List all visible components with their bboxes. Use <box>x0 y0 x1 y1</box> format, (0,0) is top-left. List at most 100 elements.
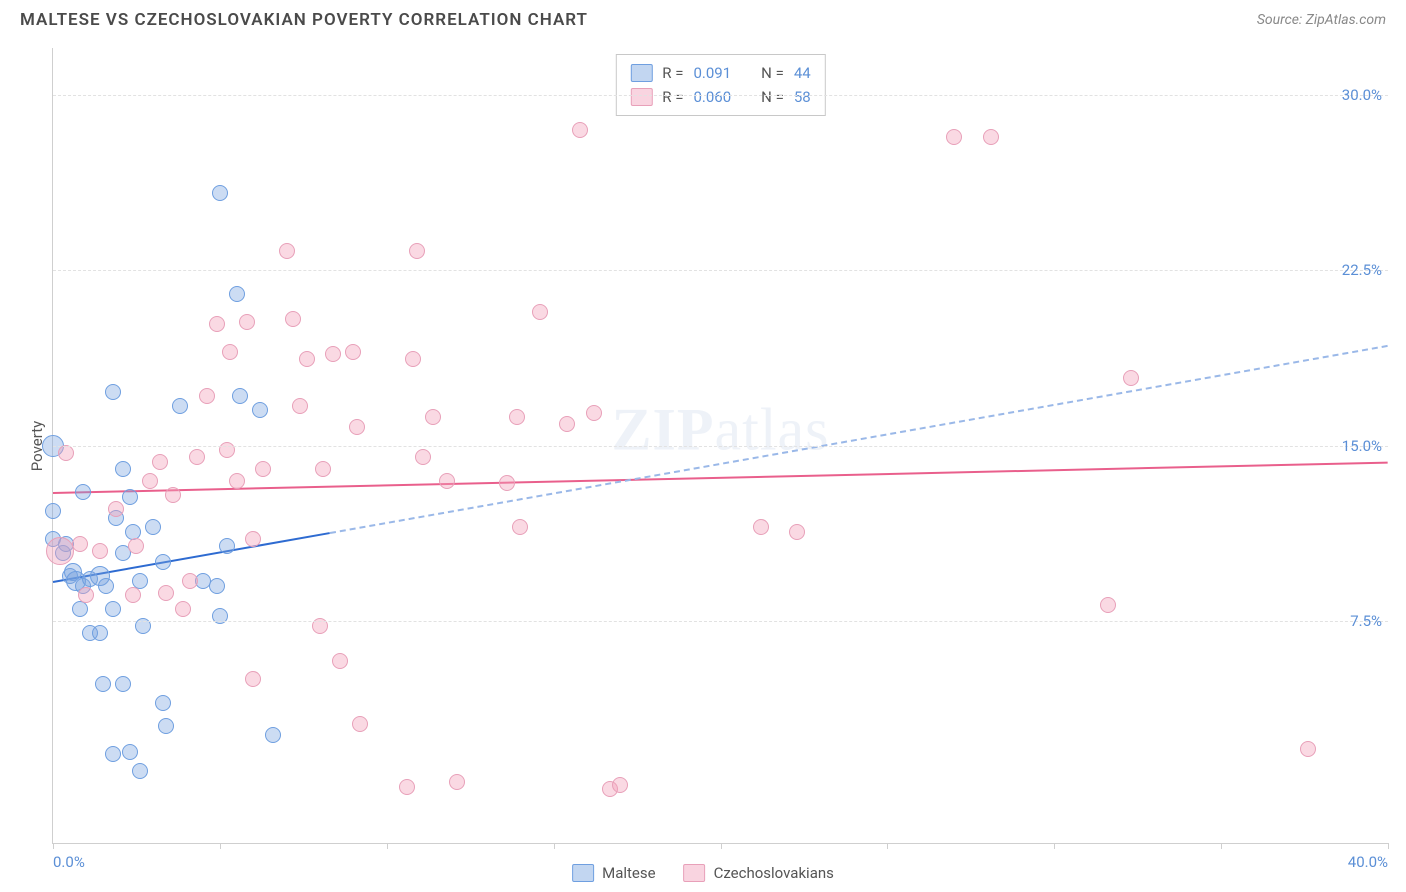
x-tick <box>1054 843 1055 849</box>
data-point <box>229 286 245 302</box>
data-point <box>789 524 805 540</box>
data-point <box>182 573 198 589</box>
correlation-legend: R = 0.091N = 44R = 0.060N = 58 <box>615 54 825 116</box>
data-point <box>189 449 205 465</box>
data-point <box>78 587 94 603</box>
data-point <box>209 578 225 594</box>
gridline <box>53 95 1388 96</box>
data-point <box>132 763 148 779</box>
legend-row: R = 0.091N = 44 <box>630 61 810 85</box>
data-point <box>572 122 588 138</box>
source-label: Source: ZipAtlas.com <box>1257 12 1386 28</box>
data-point <box>612 777 628 793</box>
legend-swatch <box>684 864 706 882</box>
data-point <box>1300 741 1316 757</box>
data-point <box>58 445 74 461</box>
x-tick <box>554 843 555 849</box>
scatter-chart: ZIPatlas R = 0.091N = 44R = 0.060N = 58 … <box>52 48 1388 844</box>
data-point <box>222 344 238 360</box>
legend-r-label: R = <box>662 61 683 85</box>
data-point <box>245 531 261 547</box>
data-point <box>415 449 431 465</box>
legend-r-label: R = <box>662 85 683 109</box>
data-point <box>285 311 301 327</box>
data-point <box>125 587 141 603</box>
chart-title: MALTESE VS CZECHOSLOVAKIAN POVERTY CORRE… <box>20 10 588 30</box>
series-legend: Maltese Czechoslovakians <box>572 864 834 882</box>
data-point <box>409 243 425 259</box>
data-point <box>158 585 174 601</box>
data-point <box>158 718 174 734</box>
data-point <box>155 554 171 570</box>
legend-label: Maltese <box>602 864 655 882</box>
legend-r-value: 0.060 <box>693 85 731 109</box>
data-point <box>279 243 295 259</box>
data-point <box>45 503 61 519</box>
data-point <box>95 676 111 692</box>
data-point <box>46 537 74 565</box>
y-tick-label: 15.0% <box>1342 437 1382 455</box>
data-point <box>499 475 515 491</box>
data-point <box>1123 370 1139 386</box>
data-point <box>425 409 441 425</box>
data-point <box>165 487 181 503</box>
data-point <box>92 543 108 559</box>
data-point <box>532 304 548 320</box>
x-tick <box>220 843 221 849</box>
data-point <box>115 461 131 477</box>
data-point <box>155 695 171 711</box>
data-point <box>1100 597 1116 613</box>
data-point <box>92 625 108 641</box>
data-point <box>152 454 168 470</box>
gridline <box>53 270 1388 271</box>
data-point <box>145 519 161 535</box>
legend-row: R = 0.060N = 58 <box>630 85 810 109</box>
data-point <box>219 538 235 554</box>
data-point <box>509 409 525 425</box>
legend-item: Czechoslovakians <box>684 864 834 882</box>
data-point <box>753 519 769 535</box>
trend-line <box>53 462 1388 494</box>
legend-swatch <box>572 864 594 882</box>
data-point <box>229 473 245 489</box>
data-point <box>75 484 91 500</box>
data-point <box>105 746 121 762</box>
data-point <box>72 536 88 552</box>
y-tick-label: 7.5% <box>1350 612 1382 630</box>
legend-label: Czechoslovakians <box>714 864 834 882</box>
data-point <box>105 601 121 617</box>
data-point <box>108 501 124 517</box>
data-point <box>122 744 138 760</box>
x-tick-label: 40.0% <box>1348 853 1388 871</box>
data-point <box>512 519 528 535</box>
data-point <box>232 388 248 404</box>
x-tick <box>887 843 888 849</box>
x-tick <box>721 843 722 849</box>
data-point <box>252 402 268 418</box>
legend-n-value: 58 <box>794 85 811 109</box>
trend-line <box>330 345 1388 534</box>
data-point <box>946 129 962 145</box>
legend-n-label: N = <box>761 61 784 85</box>
legend-item: Maltese <box>572 864 655 882</box>
data-point <box>239 314 255 330</box>
gridline <box>53 446 1388 447</box>
data-point <box>399 779 415 795</box>
legend-swatch <box>630 88 652 106</box>
data-point <box>352 716 368 732</box>
data-point <box>325 346 341 362</box>
data-point <box>292 398 308 414</box>
legend-n-value: 44 <box>794 61 811 85</box>
x-tick <box>1388 843 1389 849</box>
data-point <box>128 538 144 554</box>
data-point <box>449 774 465 790</box>
data-point <box>212 185 228 201</box>
gridline <box>53 621 1388 622</box>
legend-swatch <box>630 64 652 82</box>
data-point <box>172 398 188 414</box>
data-point <box>105 384 121 400</box>
data-point <box>122 489 138 505</box>
x-tick <box>1221 843 1222 849</box>
header: MALTESE VS CZECHOSLOVAKIAN POVERTY CORRE… <box>0 0 1406 36</box>
y-tick-label: 30.0% <box>1342 86 1382 104</box>
